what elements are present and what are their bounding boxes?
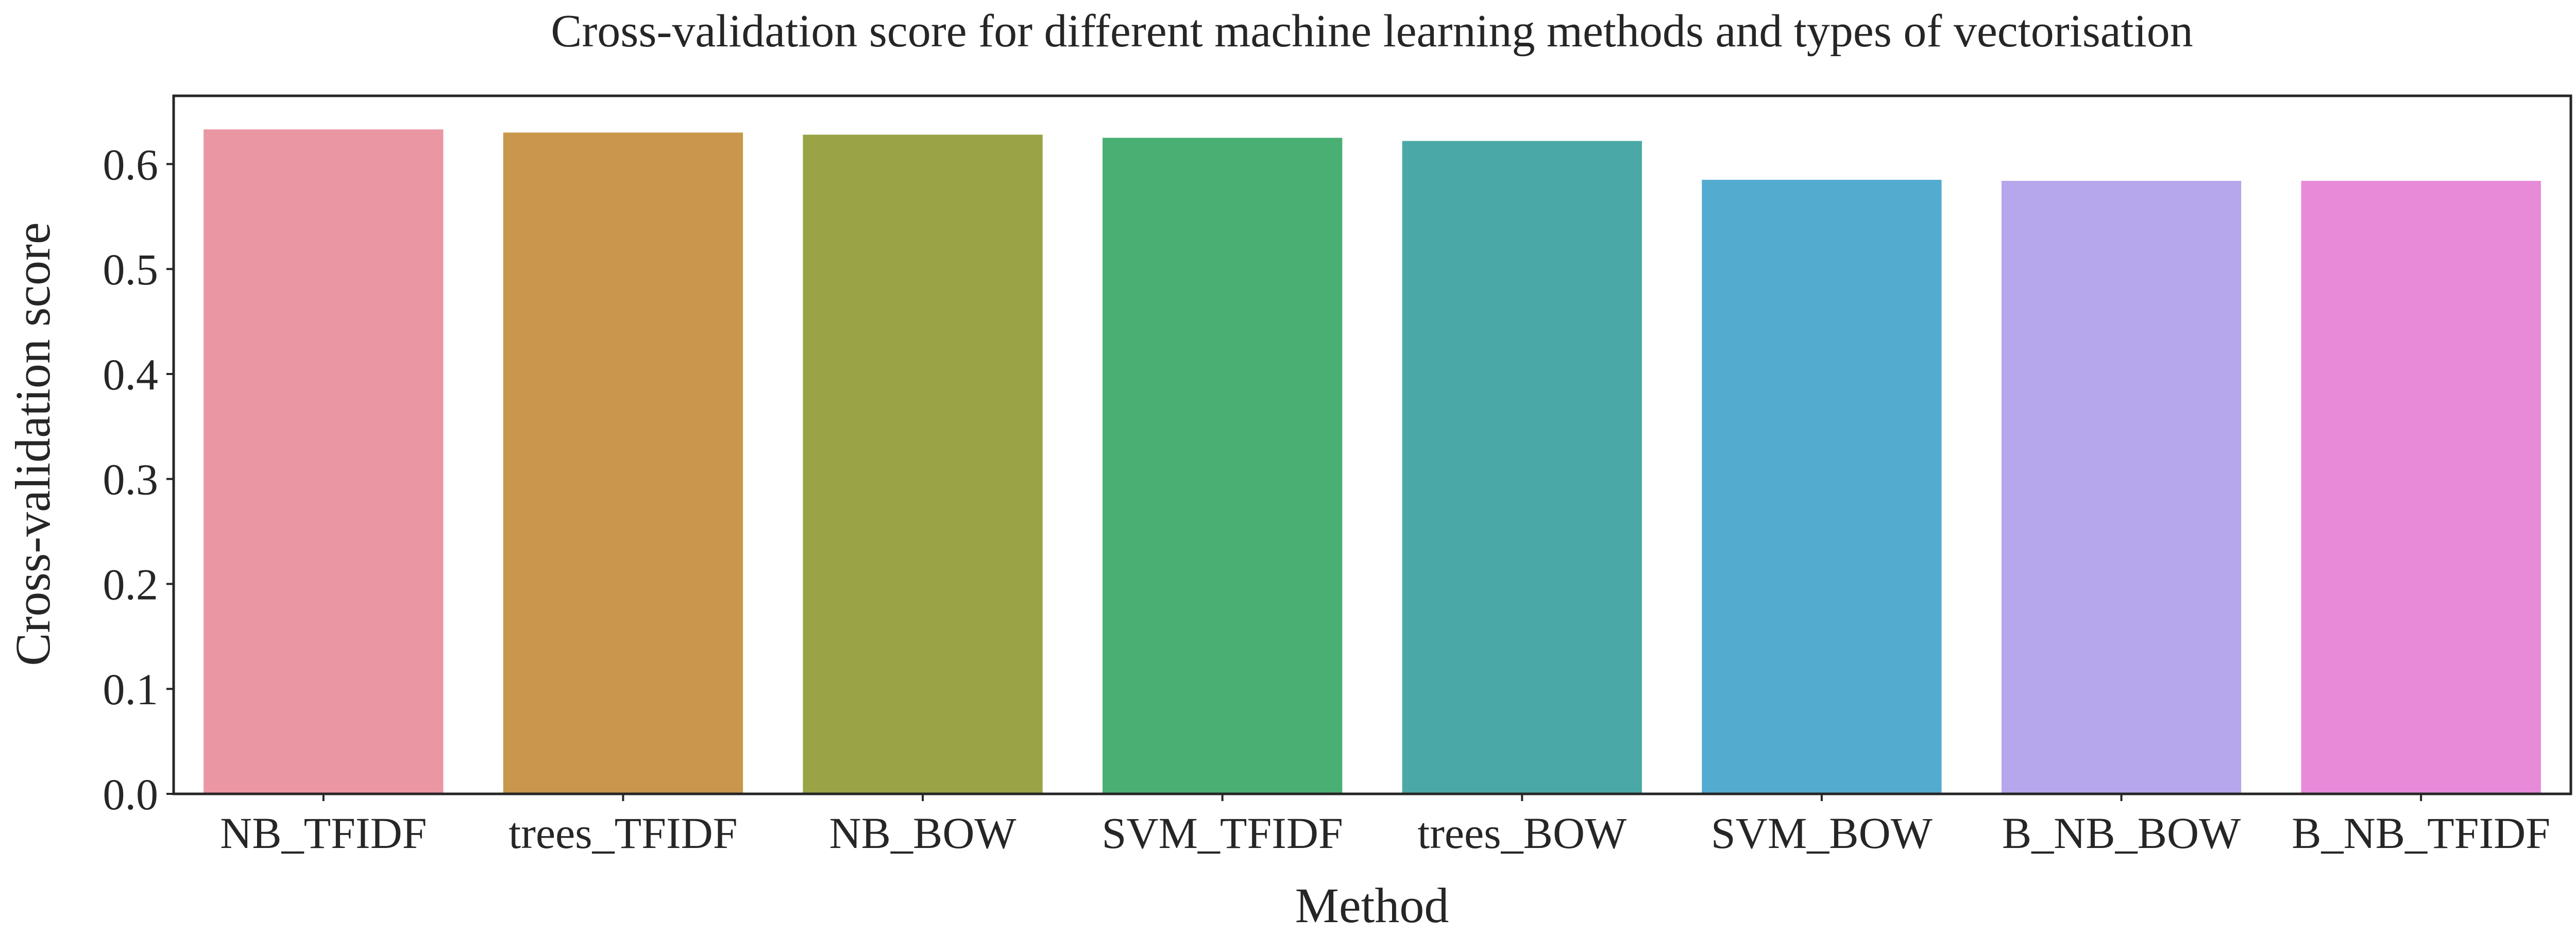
x-tick-label: trees_TFIDF (509, 808, 737, 858)
chart-title: Cross-validation score for different mac… (551, 6, 2193, 57)
bar-B_NB_TFIDF (2301, 181, 2541, 794)
bar-trees_TFIDF (503, 132, 743, 794)
x-tick-label: SVM_BOW (1711, 808, 1933, 858)
plot-area (204, 129, 2541, 794)
y-axis: 0.0 0.1 0.2 0.3 0.4 0.5 0.6 (103, 140, 174, 819)
x-tick-label: NB_TFIDF (220, 808, 427, 858)
y-tick-label: 0.5 (103, 245, 159, 294)
x-axis-label: Method (1295, 878, 1449, 933)
bar-B_NB_BOW (2001, 181, 2242, 794)
bar-SVM_BOW (1702, 180, 1942, 794)
x-tick-label: NB_BOW (829, 808, 1016, 858)
y-axis-label: Cross-validation score (5, 222, 60, 666)
bar-trees_BOW (1402, 141, 1642, 794)
plot-frame (172, 94, 2572, 795)
bar-NB_BOW (803, 134, 1043, 794)
x-tick-label: SVM_TFIDF (1102, 808, 1343, 858)
x-tick-label: B_NB_BOW (2002, 808, 2241, 858)
y-tick-label: 0.1 (103, 665, 159, 714)
x-tick-label: trees_BOW (1417, 808, 1626, 858)
bar-SVM_TFIDF (1103, 138, 1343, 794)
x-axis: NB_TFIDF trees_TFIDF NB_BOW SVM_TFIDF trees_… (220, 794, 2550, 858)
bar-NB_TFIDF (204, 129, 444, 794)
y-tick-label: 0.3 (103, 455, 159, 504)
y-tick-label: 0.0 (103, 770, 159, 819)
y-tick-label: 0.4 (103, 350, 159, 399)
y-tick-label: 0.6 (103, 140, 159, 189)
y-tick-label: 0.2 (103, 559, 159, 609)
x-tick-label: B_NB_TFIDF (2292, 808, 2550, 858)
